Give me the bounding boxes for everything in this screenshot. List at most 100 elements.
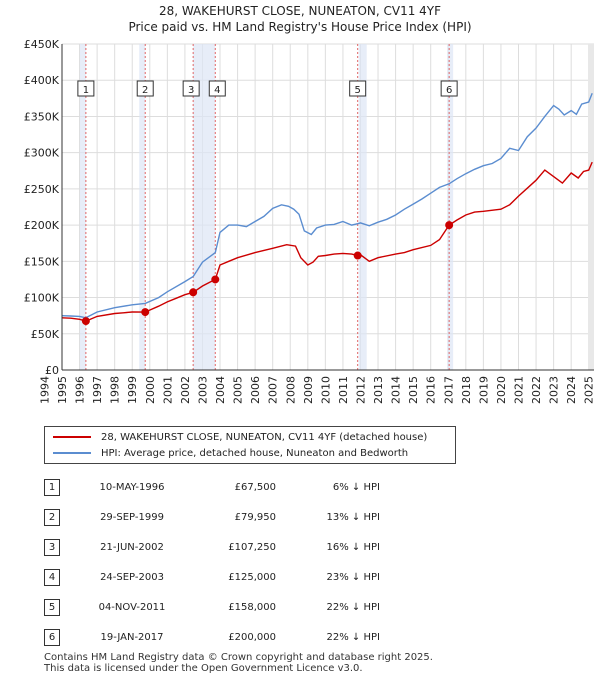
sale-number-box [440,80,458,97]
sale-number-label: 2 [142,85,148,96]
sale-point [189,288,198,297]
x-tick-label: 2013 [372,376,385,404]
transaction-date: 24-SEP-2003 [100,571,164,583]
legend-item-hpi: HPI: Average price, detached house, Nune… [53,445,408,461]
transaction-number: 4 [44,568,60,586]
x-tick-label: 1995 [56,376,69,404]
sale-number-label: 6 [446,85,452,96]
x-tick-label: 2002 [179,376,192,404]
y-tick-label: £200K [24,219,60,232]
footer: Contains HM Land Registry data © Crown c… [44,652,433,674]
x-tick-label: 2007 [267,376,280,404]
transaction-date: 29-SEP-1999 [100,511,164,523]
x-tick-label: 2012 [354,376,367,404]
sale-number-label: 1 [83,85,89,96]
transaction-price: £200,000 [228,631,276,643]
transaction-price: £79,950 [234,511,276,523]
future-hatch [588,44,594,370]
y-tick-label: £50K [31,328,60,341]
transaction-hpi-diff: 6% ↓ HPI [332,481,380,493]
transaction-price: £158,000 [228,601,276,613]
x-tick-label: 2014 [390,376,403,404]
transaction-hpi-diff: 22% ↓ HPI [326,601,380,613]
x-tick-label: 2018 [460,376,473,404]
transaction-number: 1 [44,478,60,496]
x-tick-label: 2020 [495,376,508,404]
x-tick-label: 2021 [513,376,526,404]
y-tick-label: £100K [24,292,60,305]
y-tick-label: £250K [24,183,60,196]
sale-point [211,275,220,284]
x-tick-label: 2019 [477,376,490,404]
x-tick-label: 2023 [548,376,561,404]
x-tick-label: 2024 [565,376,578,404]
sale-number-box [136,80,154,97]
sale-period-band [447,44,454,370]
x-tick-label: 2015 [407,376,420,404]
x-tick-label: 2005 [232,376,245,404]
sale-period-band [358,44,367,370]
sale-number-label: 4 [214,85,220,96]
y-tick-label: £150K [24,255,60,268]
transaction-number: 3 [44,538,60,556]
sale-number-box [208,80,226,97]
x-tick-label: 2009 [302,376,315,404]
x-tick-label: 1999 [126,376,139,404]
table-row: 6 19-JAN-2017 £200,000 22% ↓ HPI [44,622,380,652]
legend-item-property: 28, WAKEHURST CLOSE, NUNEATON, CV11 4YF … [53,429,427,445]
sale-point [353,251,362,260]
table-row: 4 24-SEP-2003 £125,000 23% ↓ HPI [44,562,380,592]
legend-label-property: 28, WAKEHURST CLOSE, NUNEATON, CV11 4YF … [101,431,428,443]
footer-copyright: Contains HM Land Registry data © Crown c… [44,652,433,663]
x-tick-label: 2016 [425,376,438,404]
transaction-price: £107,250 [228,541,276,553]
table-row: 5 04-NOV-2011 £158,000 22% ↓ HPI [44,592,380,622]
legend-label-hpi: HPI: Average price, detached house, Nune… [101,447,409,459]
sale-number-label: 3 [188,85,194,96]
sale-point [141,308,150,317]
sale-period-band [79,44,86,370]
transaction-date: 10-MAY-1996 [99,481,165,493]
transaction-date: 04-NOV-2011 [98,601,166,613]
x-tick-label: 2003 [196,376,209,404]
table-row: 1 10-MAY-1996 £67,500 6% ↓ HPI [44,472,380,502]
transactions-table: 1 10-MAY-1996 £67,500 6% ↓ HPI 2 29-SEP-1999 £… [44,472,380,652]
x-tick-label: 2000 [144,376,157,404]
transaction-number: 5 [44,598,60,616]
x-tick-label: 2010 [319,376,332,404]
y-tick-label: £450K [24,38,60,51]
table-row: 2 29-SEP-1999 £79,950 13% ↓ HPI [44,502,380,532]
x-tick-label: 1997 [91,376,104,404]
sale-point [81,317,90,326]
legend-swatch-property [53,436,91,438]
y-tick-label: £0 [45,364,59,377]
sale-number-box [349,80,367,97]
x-tick-label: 2001 [161,376,174,404]
transaction-hpi-diff: 23% ↓ HPI [326,571,380,583]
footer-licence: This data is licensed under the Open Gov… [44,663,363,674]
x-tick-label: 1994 [38,376,51,404]
transaction-price: £67,500 [234,481,276,493]
transaction-date: 21-JUN-2002 [100,541,164,553]
sale-number-box [182,80,200,97]
sale-number-box [77,80,95,97]
hpi-line [61,93,593,319]
x-tick-label: 2025 [583,376,596,404]
x-tick-label: 2006 [249,376,262,404]
transaction-hpi-diff: 16% ↓ HPI [326,541,380,553]
transaction-hpi-diff: 22% ↓ HPI [326,631,380,643]
legend: 28, WAKEHURST CLOSE, NUNEATON, CV11 4YF … [44,426,456,464]
chart-subtitle: Price paid vs. HM Land Registry's House … [128,20,472,34]
legend-swatch-hpi [53,452,91,454]
transaction-number: 6 [44,628,60,646]
x-tick-label: 2017 [442,376,455,404]
sale-period-band [139,44,146,370]
sale-number-label: 5 [354,85,360,96]
y-tick-label: £300K [24,147,60,160]
property-price-line [61,161,593,322]
x-tick-label: 1996 [74,376,87,404]
transaction-price: £125,000 [228,571,276,583]
y-tick-label: £350K [24,110,60,123]
transaction-date: 19-JAN-2017 [100,631,164,643]
